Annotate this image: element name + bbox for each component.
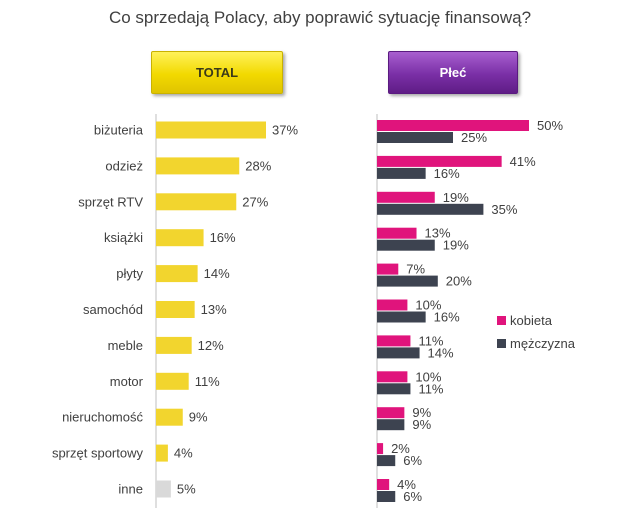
total-header-button: TOTAL	[151, 51, 283, 94]
female-bar	[377, 371, 408, 383]
female-bar	[377, 335, 411, 347]
total-value-label: 12%	[198, 338, 224, 353]
legend-female-label: kobieta	[510, 313, 553, 328]
category-label: płyty	[116, 266, 143, 281]
total-bar	[156, 336, 192, 354]
category-label: meble	[108, 338, 143, 353]
male-value-label: 16%	[434, 166, 460, 181]
category-label: sprzęt sportowy	[52, 446, 144, 461]
legend-male-swatch	[497, 339, 506, 348]
total-bar	[156, 408, 183, 426]
female-value-label: 2%	[391, 441, 410, 456]
female-value-label: 19%	[443, 190, 469, 205]
male-value-label: 19%	[443, 238, 469, 253]
total-value-label: 27%	[242, 194, 268, 209]
total-value-label: 13%	[201, 302, 227, 317]
category-label: samochód	[83, 302, 143, 317]
male-value-label: 25%	[461, 130, 487, 145]
female-value-label: 7%	[406, 262, 425, 277]
female-bar	[377, 227, 417, 239]
total-bar	[156, 301, 195, 318]
category-label: odzież	[105, 158, 143, 173]
female-value-label: 13%	[425, 226, 451, 241]
category-label: książki	[104, 230, 143, 245]
category-label: sprzęt RTV	[78, 194, 143, 209]
male-bar	[377, 419, 405, 431]
female-bar	[377, 443, 384, 455]
male-value-label: 9%	[412, 417, 431, 432]
total-bar	[156, 121, 266, 139]
male-bar	[377, 203, 484, 215]
male-bar	[377, 275, 438, 287]
male-value-label: 6%	[403, 489, 422, 504]
male-value-label: 20%	[446, 274, 472, 289]
total-bar	[156, 444, 168, 462]
total-value-label: 5%	[177, 482, 196, 497]
total-value-label: 9%	[189, 410, 208, 425]
total-bar	[156, 193, 237, 211]
male-bar	[377, 455, 396, 467]
female-bar	[377, 263, 399, 275]
female-bar	[377, 407, 405, 419]
legend-female-swatch	[497, 316, 506, 325]
male-bar	[377, 311, 426, 323]
female-value-label: 4%	[397, 477, 416, 492]
male-bar	[377, 132, 453, 143]
total-bar	[156, 229, 204, 247]
total-value-label: 37%	[272, 123, 298, 138]
male-value-label: 14%	[428, 345, 454, 360]
chart-title: Co sprzedają Polacy, aby poprawić sytuac…	[108, 8, 532, 27]
category-label: inne	[118, 482, 143, 497]
total-bar	[156, 480, 171, 498]
category-label: motor	[110, 374, 144, 389]
female-value-label: 50%	[537, 118, 563, 133]
total-value-label: 16%	[210, 230, 236, 245]
category-label: biżuteria	[94, 123, 144, 138]
male-bar	[377, 383, 411, 395]
legend-male-label: mężczyzna	[510, 336, 576, 351]
total-value-label: 4%	[174, 446, 193, 461]
total-bar	[156, 372, 189, 390]
male-value-label: 35%	[491, 202, 517, 217]
female-bar	[377, 191, 435, 203]
male-value-label: 11%	[418, 381, 443, 396]
total-bar	[156, 265, 198, 283]
female-value-label: 9%	[412, 405, 431, 420]
total-value-label: 11%	[195, 374, 220, 389]
total-bar	[156, 157, 240, 175]
female-value-label: 10%	[415, 298, 441, 313]
female-bar	[377, 120, 529, 131]
male-value-label: 16%	[434, 310, 460, 325]
total-value-label: 14%	[204, 266, 230, 281]
female-value-label: 11%	[418, 333, 443, 348]
male-bar	[377, 347, 420, 359]
male-bar	[377, 167, 426, 179]
female-bar	[377, 299, 408, 311]
female-bar	[377, 155, 502, 167]
total-value-label: 28%	[245, 158, 271, 173]
gender-header-button: Płeć	[388, 51, 518, 94]
male-value-label: 6%	[403, 453, 422, 468]
male-bar	[377, 491, 396, 502]
female-bar	[377, 479, 390, 490]
female-value-label: 10%	[415, 369, 441, 384]
male-bar	[377, 239, 435, 251]
female-value-label: 41%	[510, 154, 536, 169]
category-label: nieruchomość	[62, 410, 143, 425]
